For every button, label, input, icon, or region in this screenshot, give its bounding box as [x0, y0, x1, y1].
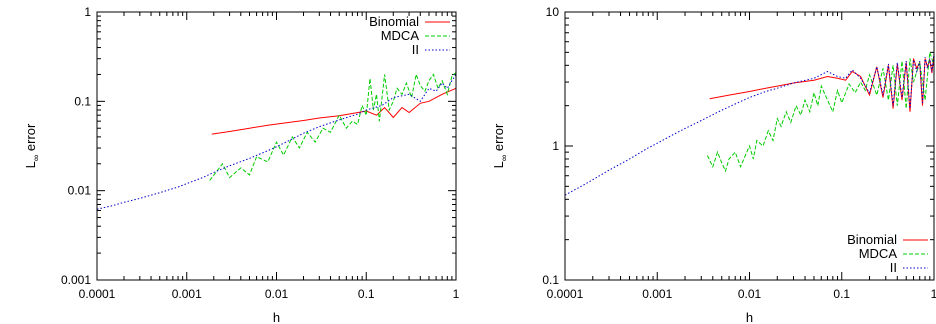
x-tick-label: 0.1 — [833, 287, 850, 301]
x-tick-label: 1 — [931, 287, 936, 301]
series-line-ii — [564, 53, 935, 196]
series-line-binomial — [709, 54, 935, 112]
legend-label: Binomial — [847, 232, 897, 247]
y-axis-label-main: L — [23, 161, 38, 168]
x-tick-label: 1 — [453, 287, 460, 301]
y-tick-label: 1 — [552, 139, 559, 153]
y-axis-label: L∞ error — [491, 123, 509, 168]
y-axis-label-main: L — [491, 161, 506, 168]
series-line-ii — [96, 74, 457, 210]
y-axis-label-rest: error — [23, 123, 38, 155]
y-tick-label: 0.01 — [68, 184, 92, 198]
y-axis-label: L∞ error — [23, 123, 41, 168]
x-tick-label: 0.01 — [738, 287, 762, 301]
legend-label: II — [890, 260, 897, 275]
x-tick-label: 0.0001 — [79, 287, 116, 301]
legend-label: MDCA — [859, 246, 898, 261]
x-tick-label: 0.01 — [265, 287, 289, 301]
x-tick-label: 0.0001 — [547, 287, 584, 301]
y-tick-label: 10 — [546, 5, 560, 19]
chart-panel-left: 0.0001 0.001 0.01 0.1 10.0010.010.11Binomial… — [23, 5, 460, 324]
x-axis-label: h — [273, 310, 280, 324]
series-line-binomial — [211, 87, 457, 135]
series-line-mdca — [209, 72, 457, 181]
legend-label: MDCA — [381, 28, 420, 43]
series-line-mdca — [706, 52, 935, 173]
x-tick-label: 0.001 — [172, 287, 202, 301]
plot-frame — [564, 11, 935, 281]
y-axis-label-subscript: ∞ — [499, 155, 509, 161]
y-axis-label-subscript: ∞ — [31, 155, 41, 161]
plot-frame — [96, 11, 457, 281]
y-tick-label: 0.001 — [61, 273, 91, 287]
x-tick-label: 0.001 — [642, 287, 672, 301]
legend-label: Binomial — [369, 14, 419, 29]
x-tick-label: 0.1 — [358, 287, 375, 301]
y-tick-label: 1 — [84, 5, 91, 19]
x-axis-label: h — [746, 310, 753, 324]
y-axis-label-rest: error — [491, 123, 506, 155]
y-tick-label: 0.1 — [542, 273, 559, 287]
legend-label: II — [412, 42, 419, 57]
y-tick-label: 0.1 — [74, 94, 91, 108]
